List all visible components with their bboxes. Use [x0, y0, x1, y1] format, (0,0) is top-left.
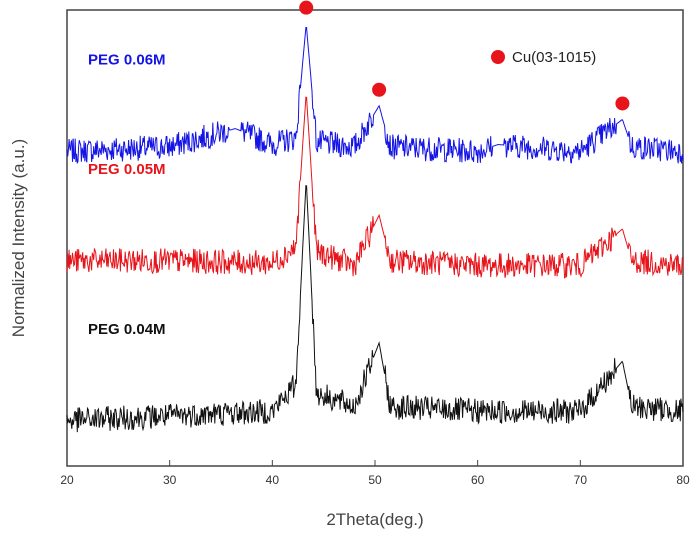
- peak-marker-layer: [299, 0, 630, 111]
- series-line: [66, 184, 684, 433]
- legend-label: Cu(03-1015): [512, 49, 596, 66]
- series-label: PEG 0.06M: [88, 52, 166, 69]
- x-tick-label: 70: [574, 473, 588, 487]
- x-tick-label: 30: [163, 473, 177, 487]
- x-axis-title: 2Theta(deg.): [326, 510, 423, 529]
- series-label: PEG 0.05M: [88, 161, 166, 178]
- peak-marker: [615, 96, 630, 111]
- peak-marker: [299, 0, 314, 15]
- legend: Cu(03-1015): [491, 49, 596, 66]
- series-label: PEG 0.04M: [88, 321, 166, 338]
- series-label-layer: PEG 0.06M PEG 0.05M PEG 0.04M: [88, 52, 166, 338]
- x-tick-label: 40: [266, 473, 280, 487]
- tick-layer: 20 30 40 50 60 70 80: [60, 460, 690, 487]
- x-tick-label: 60: [471, 473, 485, 487]
- x-tick-label: 20: [60, 473, 74, 487]
- series-line: [66, 96, 684, 279]
- series-line: [66, 26, 684, 165]
- series-layer: [66, 26, 684, 433]
- x-tick-label: 80: [676, 473, 690, 487]
- y-axis-title: Normalized Intensity (a.u.): [9, 139, 28, 337]
- legend-marker-icon: [491, 50, 505, 64]
- peak-marker: [372, 82, 387, 97]
- x-tick-label: 50: [368, 473, 382, 487]
